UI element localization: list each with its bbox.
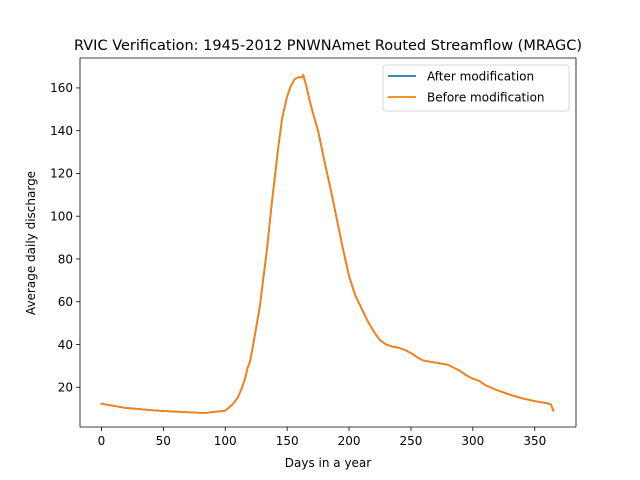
x-tick-label: 200 [338, 434, 361, 448]
y-tick-label: 100 [50, 210, 73, 224]
y-tick-label: 20 [58, 381, 73, 395]
x-tick-label: 100 [214, 434, 237, 448]
legend-label-after: After modification [427, 70, 534, 84]
legend-label-before: Before modification [427, 91, 545, 105]
x-tick-label: 350 [523, 434, 546, 448]
x-tick-label: 150 [276, 434, 299, 448]
x-axis-ticks: 0 50 100 150 200 250 300 350 [98, 427, 546, 448]
y-tick-label: 80 [58, 252, 73, 266]
legend: After modification Before modification [382, 64, 570, 112]
series-line-before-modification [100, 74, 555, 414]
y-tick-label: 120 [50, 167, 73, 181]
x-tick-label: 0 [98, 434, 106, 448]
y-tick-label: 40 [58, 338, 73, 352]
y-tick-label: 160 [50, 81, 73, 95]
x-tick-label: 250 [400, 434, 423, 448]
x-tick-label: 300 [461, 434, 484, 448]
chart-title: RVIC Verification: 1945-2012 PNWNAmet Ro… [74, 38, 582, 54]
legend-frame [382, 64, 570, 112]
y-tick-label: 140 [50, 124, 73, 138]
series-layer [100, 74, 555, 414]
x-tick-label: 50 [156, 434, 171, 448]
axes-spines [79, 57, 577, 428]
y-tick-label: 60 [58, 295, 73, 309]
plot-area [80, 58, 576, 427]
y-axis-ticks: 20 40 60 80 100 120 140 160 [50, 81, 80, 395]
y-axis-label: Average daily discharge [24, 171, 38, 315]
x-axis-label: Days in a year [285, 456, 372, 470]
